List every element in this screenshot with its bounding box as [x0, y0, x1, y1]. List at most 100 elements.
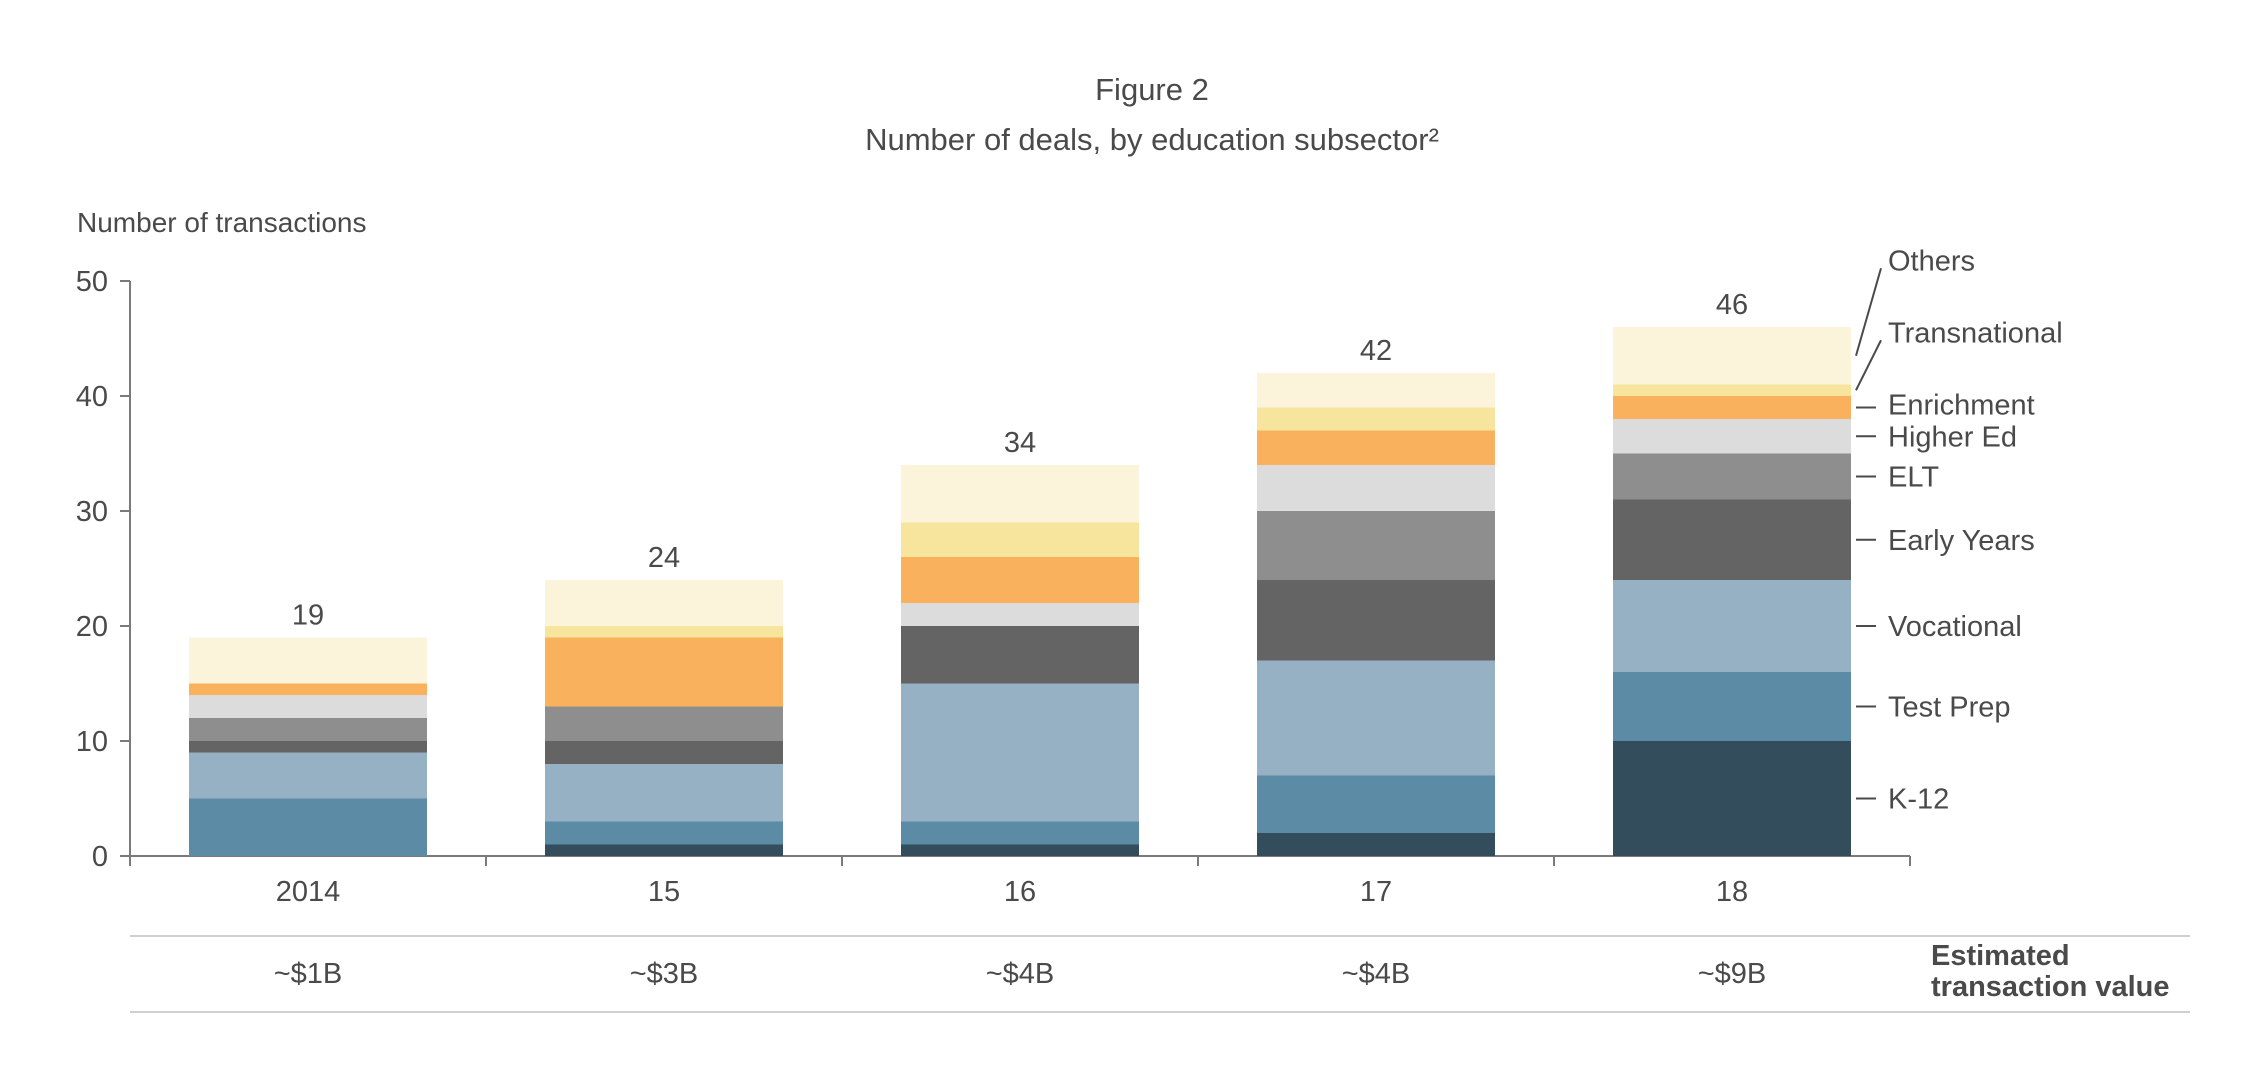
- bar-total-label: 46: [1716, 289, 1748, 321]
- bar-stack: [901, 465, 1139, 856]
- bar-segment: [1257, 775, 1495, 833]
- bar-segment: [1613, 580, 1851, 672]
- series-label-text: Transnational: [1888, 317, 2063, 349]
- bar-segment: [545, 741, 783, 764]
- bar-total-label: 34: [1004, 427, 1036, 459]
- bar-segment: [1613, 396, 1851, 419]
- bar-segment: [189, 741, 427, 753]
- series-label-text: Others: [1888, 245, 1975, 277]
- series-label-text: Enrichment: [1888, 389, 2035, 421]
- bar-segment: [901, 603, 1139, 626]
- bar-stack: [545, 580, 783, 856]
- x-tick-label: 2014: [276, 876, 341, 908]
- bar-stack: [189, 637, 427, 856]
- x-tick-label: 16: [1004, 876, 1036, 908]
- y-tick-label: 10: [76, 726, 108, 758]
- bar-segment: [1613, 499, 1851, 580]
- estimated-value-cell: ~$9B: [1698, 958, 1767, 990]
- bar-segment: [545, 580, 783, 626]
- estimated-value-cell: ~$3B: [630, 958, 699, 990]
- series-label: Higher Ed: [1856, 421, 2017, 453]
- estimated-value-cell: ~$4B: [1342, 958, 1411, 990]
- bar-segment: [901, 626, 1139, 684]
- bar-segment: [545, 706, 783, 741]
- series-label: Others: [1855, 245, 1975, 357]
- estimated-transaction-value-row: Estimated transaction value ~$1B ~$3B ~$4B…: [130, 935, 2190, 1013]
- series-label: K-12: [1856, 784, 1949, 816]
- x-tick-label: 15: [648, 876, 680, 908]
- bar-segment: [545, 844, 783, 856]
- series-label-text: ELT: [1888, 462, 1939, 494]
- series-label-text: K-12: [1888, 784, 1949, 816]
- bar-segment: [1257, 407, 1495, 431]
- y-tick-label: 30: [76, 496, 108, 528]
- bar-segment: [189, 683, 427, 695]
- series-label: Transnational: [1855, 317, 2063, 391]
- estimated-value-cell: ~$1B: [274, 958, 343, 990]
- chart-title: Number of deals, by education subsector²: [865, 122, 1439, 157]
- series-label: Enrichment: [1856, 389, 2035, 421]
- bar-segment: [189, 718, 427, 741]
- y-tick-label: 40: [76, 381, 108, 413]
- x-axis: 2014 15 16 17 18: [129, 855, 1911, 908]
- series-label: Early Years: [1856, 525, 2035, 557]
- bar-segment: [1257, 833, 1495, 856]
- series-label: Vocational: [1856, 611, 2022, 643]
- bar-total-label: 24: [648, 542, 680, 574]
- bar-total-label: 19: [292, 600, 324, 632]
- bar-segment: [901, 522, 1139, 557]
- bar-segment: [1613, 327, 1851, 385]
- series-label: Test Prep: [1856, 692, 2011, 724]
- bar-segment: [189, 637, 427, 684]
- bar-segment: [901, 844, 1139, 856]
- y-tick-label: 50: [76, 266, 108, 298]
- bar-segment: [1257, 430, 1495, 465]
- bar-segment: [1613, 672, 1851, 741]
- bar-segment: [1613, 419, 1851, 454]
- value-row-label-line1: Estimated: [1931, 940, 2070, 972]
- bar-segment: [1613, 453, 1851, 500]
- y-axis: 0 10 20 30 40 50: [76, 266, 131, 873]
- series-label-text: Higher Ed: [1888, 421, 2017, 453]
- y-axis-title: Number of transactions: [77, 207, 366, 238]
- series-label-text: Early Years: [1888, 525, 2035, 557]
- series-label: ELT: [1856, 462, 1939, 494]
- x-tick-label: 17: [1360, 876, 1392, 908]
- bar-segment: [189, 695, 427, 718]
- series-label-leader: [1855, 267, 1882, 357]
- bar-segment: [1257, 580, 1495, 661]
- bar-segment: [545, 821, 783, 845]
- y-tick-label: 0: [92, 841, 108, 873]
- bar-segment: [901, 465, 1139, 523]
- bar-stacks: [189, 327, 1851, 856]
- bar-segment: [1257, 511, 1495, 580]
- bar-segment: [1257, 660, 1495, 776]
- bar-segment: [1257, 465, 1495, 511]
- bar-segment: [189, 752, 427, 799]
- value-row-label-line2: transaction value: [1931, 971, 2170, 1003]
- bar-segment: [545, 637, 783, 707]
- series-label-text: Vocational: [1888, 611, 2022, 643]
- series-label-leader: [1855, 339, 1882, 391]
- series-label-text: Test Prep: [1888, 692, 2011, 724]
- series-labels: K-12 Test Prep Vocational Early Years ELT Hig…: [1855, 245, 2063, 816]
- bar-segment: [1257, 373, 1495, 408]
- bar-segment: [545, 626, 783, 638]
- figure-label: Figure 2: [1095, 72, 1209, 107]
- bar-total-labels: 19 24 34 42 46: [292, 289, 1748, 632]
- bar-segment: [1613, 741, 1851, 856]
- bar-segment: [901, 821, 1139, 845]
- bar-stack: [1257, 373, 1495, 856]
- bar-segment: [1613, 384, 1851, 396]
- bar-stack: [1613, 327, 1851, 856]
- bar-segment: [189, 798, 427, 856]
- estimated-value-cell: ~$4B: [986, 958, 1055, 990]
- x-tick-label: 18: [1716, 876, 1748, 908]
- bar-segment: [545, 764, 783, 822]
- y-tick-label: 20: [76, 611, 108, 643]
- bar-segment: [901, 683, 1139, 822]
- bar-total-label: 42: [1360, 335, 1392, 367]
- bar-segment: [901, 557, 1139, 603]
